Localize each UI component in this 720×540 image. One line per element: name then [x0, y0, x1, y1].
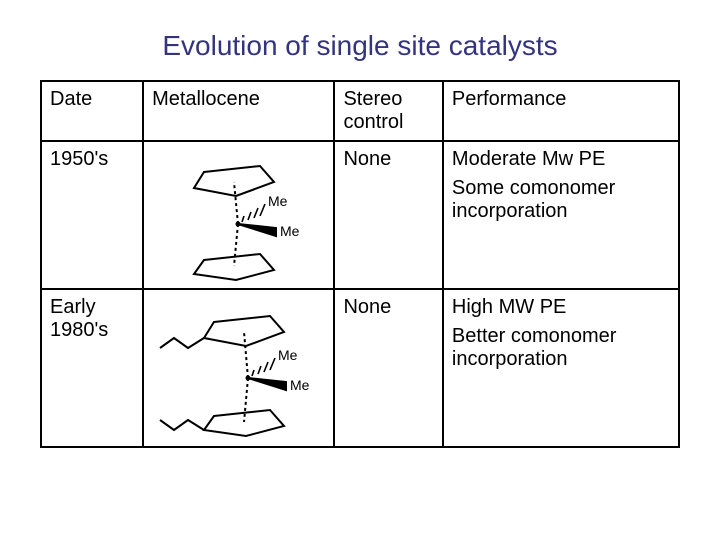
me-label-2: Me — [268, 193, 288, 209]
cell-performance: High MW PE Better comonomer incorporatio… — [443, 289, 679, 447]
col-stereo: Stereo control — [334, 81, 442, 141]
col-performance: Performance — [443, 81, 679, 141]
metallocene-structure-icon: Me Me — [154, 300, 324, 440]
date-text: 1950's — [50, 148, 134, 171]
table-row: 1950's — [41, 141, 679, 289]
perf-line: Moderate Mw PE — [452, 148, 670, 171]
table-header-row: Date Metallocene Stereo control Performa… — [41, 81, 679, 141]
cell-metallocene: Me Me — [143, 141, 334, 289]
cell-stereo: None — [334, 289, 442, 447]
date-text: 1980's — [50, 319, 134, 342]
cell-stereo: None — [334, 141, 442, 289]
col-metallocene: Metallocene — [143, 81, 334, 141]
cell-date: Early 1980's — [41, 289, 143, 447]
table-row: Early 1980's — [41, 289, 679, 447]
perf-line: Better comonomer incorporation — [452, 325, 670, 371]
cell-date: 1950's — [41, 141, 143, 289]
col-date: Date — [41, 81, 143, 141]
me-label-1: Me — [290, 377, 310, 393]
me-label-1: Me — [280, 223, 300, 239]
slide: Evolution of single site catalysts Date … — [0, 0, 720, 540]
page-title: Evolution of single site catalysts — [40, 30, 680, 62]
me-label-2: Me — [278, 347, 298, 363]
date-text: Early — [50, 296, 134, 319]
catalyst-table: Date Metallocene Stereo control Performa… — [40, 80, 680, 448]
perf-line: Some comonomer incorporation — [452, 177, 670, 223]
metallocene-structure-icon: Me Me — [164, 152, 314, 282]
perf-line: High MW PE — [452, 296, 670, 319]
cell-performance: Moderate Mw PE Some comonomer incorporat… — [443, 141, 679, 289]
cell-metallocene: Me Me — [143, 289, 334, 447]
